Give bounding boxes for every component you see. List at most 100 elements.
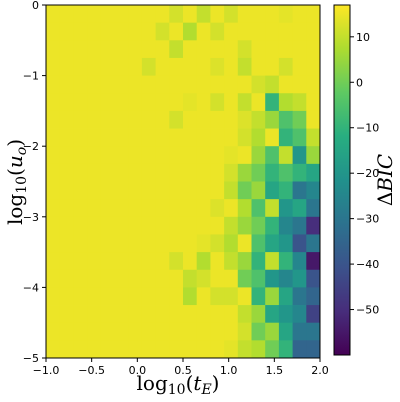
heatmap-cell	[169, 269, 184, 288]
colorbar-tick-label: −40	[356, 258, 379, 271]
heatmap-cell	[183, 110, 198, 129]
heatmap-cell	[278, 340, 293, 359]
heatmap-cell	[251, 40, 266, 59]
heatmap-cell	[169, 234, 184, 253]
heatmap-cell	[265, 57, 280, 76]
heatmap-cell	[128, 75, 143, 94]
colorbar	[333, 4, 351, 356]
heatmap-cell	[292, 199, 307, 218]
heatmap-cell	[114, 57, 129, 76]
heatmap-cell	[100, 269, 115, 288]
heatmap-cell	[128, 305, 143, 324]
heatmap-cell	[141, 57, 156, 76]
heatmap-cell	[210, 340, 225, 359]
heatmap-cell	[224, 40, 239, 59]
heatmap-cell	[100, 181, 115, 200]
y-axis-ticks: 0 −1 −2 −3 −4 −5	[23, 0, 46, 365]
heatmap-cell	[87, 252, 102, 271]
heatmap-cell	[114, 305, 129, 324]
x-tick-label: −0.5	[78, 364, 105, 377]
heatmap-cell	[87, 340, 102, 359]
heatmap-cell	[278, 163, 293, 182]
heatmap-cell	[224, 110, 239, 129]
heatmap-cell	[292, 5, 307, 24]
heatmap-cell	[46, 216, 61, 235]
heatmap-cell	[87, 75, 102, 94]
heatmap-cell	[100, 305, 115, 324]
heatmap-cell	[306, 322, 321, 341]
heatmap-cell	[46, 234, 61, 253]
heatmap-cell	[59, 216, 74, 235]
heatmap-cell	[292, 57, 307, 76]
heatmap-cell	[128, 128, 143, 147]
colorbar-label: ΔBIC	[373, 154, 397, 206]
heatmap-cell	[292, 75, 307, 94]
heatmap-cell	[59, 287, 74, 306]
heatmap-cell	[46, 75, 61, 94]
heatmap-cell	[183, 5, 198, 24]
heatmap-cell	[265, 40, 280, 59]
heatmap-cell	[59, 269, 74, 288]
heatmap-cell	[183, 163, 198, 182]
heatmap-cell	[59, 146, 74, 165]
heatmap-cell	[292, 234, 307, 253]
heatmap-cell	[169, 163, 184, 182]
y-tick-label: −4	[23, 281, 39, 294]
x-axis-ticks: −1.0 −0.5 0.0 0.5 1.0 1.5 2.0	[33, 358, 329, 377]
heatmap-cell	[210, 322, 225, 341]
heatmap-cell	[155, 57, 170, 76]
heatmap-cell	[73, 128, 88, 147]
heatmap-cell	[183, 146, 198, 165]
heatmap-cell	[141, 146, 156, 165]
heatmap-cell	[100, 252, 115, 271]
heatmap-cell	[183, 269, 198, 288]
heatmap-cell	[169, 305, 184, 324]
heatmap-cell	[292, 216, 307, 235]
heatmap-cell	[128, 322, 143, 341]
heatmap-cell	[196, 5, 211, 24]
heatmap-cell	[169, 128, 184, 147]
heatmap-cell	[237, 181, 252, 200]
heatmap-cell	[100, 234, 115, 253]
x-tick-label: −1.0	[33, 364, 60, 377]
heatmap-cell	[155, 269, 170, 288]
heatmap-cell	[100, 22, 115, 41]
heatmap-cell	[73, 287, 88, 306]
heatmap-cell	[224, 146, 239, 165]
heatmap-cell	[100, 93, 115, 112]
heatmap-cell	[46, 5, 61, 24]
heatmap-cell	[224, 340, 239, 359]
heatmap-cell	[128, 234, 143, 253]
heatmap-cell	[155, 40, 170, 59]
heatmap-cell	[210, 5, 225, 24]
heatmap-cell	[73, 40, 88, 59]
heatmap-cell	[224, 322, 239, 341]
heatmap-cell	[224, 5, 239, 24]
heatmap-cell	[183, 181, 198, 200]
heatmap-cell	[73, 252, 88, 271]
heatmap-cell	[306, 269, 321, 288]
heatmap-cell	[196, 216, 211, 235]
heatmap-cell	[141, 128, 156, 147]
heatmap-cell	[183, 75, 198, 94]
heatmap-cell	[196, 287, 211, 306]
heatmap-cell	[196, 305, 211, 324]
heatmap-cell	[306, 93, 321, 112]
heatmap-cell	[183, 22, 198, 41]
heatmap-cell	[196, 128, 211, 147]
heatmap-cell	[59, 163, 74, 182]
heatmap-cell	[114, 269, 129, 288]
heatmap-cell	[237, 322, 252, 341]
heatmap-cell	[59, 181, 74, 200]
heatmap-cell	[265, 234, 280, 253]
heatmap-cell	[196, 40, 211, 59]
heatmap-cell	[73, 163, 88, 182]
heatmap-cell	[251, 5, 266, 24]
heatmap-cell	[224, 163, 239, 182]
heatmap-cell	[141, 340, 156, 359]
heatmap-cell	[224, 305, 239, 324]
y-tick-label: −3	[23, 211, 39, 224]
heatmap-cell	[278, 57, 293, 76]
heatmap-cell	[114, 163, 129, 182]
